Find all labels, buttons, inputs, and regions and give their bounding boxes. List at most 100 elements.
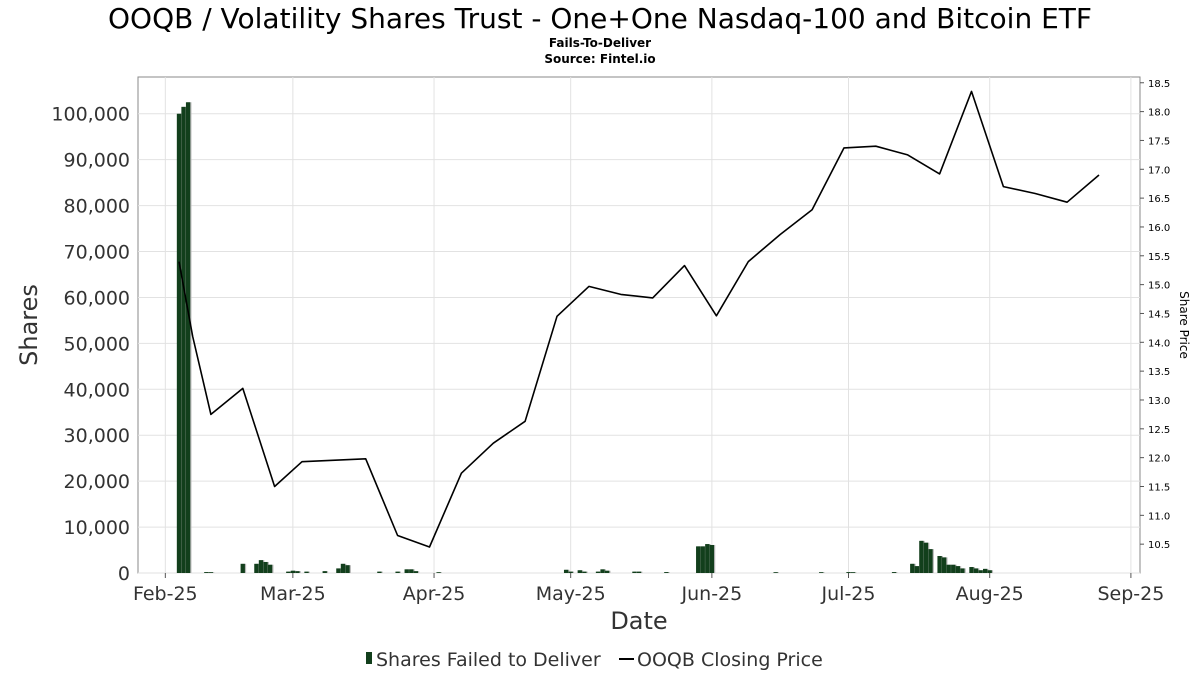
ftd-bar: [290, 570, 296, 573]
legend-label-price: OOQB Closing Price: [637, 649, 823, 671]
ftd-bar: [700, 546, 705, 573]
y2-tick-label: 18.5: [1148, 79, 1170, 90]
ftd-bar: [846, 572, 851, 573]
y2-tick-label: 14.0: [1148, 338, 1170, 349]
ftd-bar: [600, 569, 605, 573]
ftd-bar: [705, 544, 710, 573]
ftd-bar: [987, 570, 992, 573]
ftd-bar: [632, 571, 637, 573]
ftd-bar: [208, 572, 214, 573]
ftd-bar: [910, 563, 915, 573]
ftd-bar: [404, 569, 409, 573]
ftd-bar: [286, 571, 291, 573]
x-tick-label: Apr-25: [403, 583, 466, 605]
ftd-bar: [978, 570, 983, 573]
x-tick-label: Mar-25: [260, 583, 326, 605]
ftd-bars: [176, 102, 994, 574]
y-tick-label: 90,000: [64, 150, 130, 172]
x-tick-label: Jul-25: [821, 583, 876, 605]
y-tick-label: 80,000: [64, 196, 130, 218]
ftd-bar: [928, 549, 933, 573]
y2-axis-label: Share Price: [1177, 291, 1191, 359]
y-tick-label: 10,000: [64, 517, 130, 539]
ftd-bar: [891, 572, 897, 573]
ftd-bar: [955, 566, 960, 573]
y-tick-label: 60,000: [64, 287, 130, 309]
y2-tick-label: 16.5: [1148, 194, 1170, 205]
ftd-bar: [568, 571, 573, 573]
ftd-bar: [258, 560, 264, 573]
y-tick-label: 0: [118, 563, 130, 585]
ftd-bar: [577, 570, 582, 573]
ftd-bar: [377, 571, 382, 573]
y2-tick-label: 15.5: [1148, 252, 1170, 263]
y-tick-label: 20,000: [64, 471, 130, 493]
ftd-bar: [973, 568, 979, 573]
y2-tick-label: 18.0: [1148, 108, 1170, 119]
x-axis-ticks: Feb-25 Mar-25 Apr-25 May-25 Jun-25 Jul-25 Aug-…: [133, 573, 1164, 605]
ftd-bar: [582, 571, 587, 573]
ftd-bar: [960, 568, 965, 573]
ftd-bar: [664, 572, 669, 573]
ftd-bar: [304, 571, 309, 573]
y2-tick-label: 11.0: [1148, 511, 1170, 522]
y-axis-ticks: 0 10,000 20,000 30,000 40,000 50,000 60,000 70,…: [51, 104, 130, 585]
y2-tick-label: 12.0: [1148, 454, 1170, 465]
x-tick-label: May-25: [536, 583, 606, 605]
x-tick-label: Feb-25: [133, 583, 198, 605]
x-tick-label: Aug-25: [956, 583, 1024, 605]
y2-tick-label: 11.5: [1148, 482, 1170, 493]
y2-axis-ticks: 10.5 11.0 11.5 12.0 12.5 13.0 13.5 14.0 14.5 15.0…: [1140, 79, 1170, 551]
y2-tick-label: 15.0: [1148, 281, 1170, 292]
ftd-bar: [181, 106, 186, 573]
legend: Shares Failed to Deliver OOQB Closing Pr…: [366, 649, 823, 671]
ftd-bar: [595, 571, 601, 573]
y2-tick-label: 13.0: [1148, 396, 1170, 407]
x-axis-label: Date: [610, 607, 667, 635]
ftd-bar: [696, 546, 701, 573]
ftd-bar: [340, 563, 346, 573]
ftd-bar: [937, 556, 942, 573]
ftd-bar: [263, 561, 268, 573]
y-tick-label: 70,000: [64, 242, 130, 264]
ftd-bar: [636, 571, 642, 573]
ftd-bar: [395, 571, 400, 573]
chart-subtitle-line-2: Source: Fintel.io: [544, 52, 655, 66]
x-tick-label: Sep-25: [1097, 583, 1164, 605]
ftd-bar: [914, 566, 919, 573]
y2-tick-label: 13.5: [1148, 367, 1170, 378]
closing-price-line: [178, 90, 1100, 548]
ftd-bar: [240, 563, 245, 573]
ftd-bar: [295, 571, 300, 573]
chart-subtitle-line-1: Fails-To-Deliver: [549, 36, 651, 50]
ftd-bar: [409, 569, 414, 573]
ftd-bar: [413, 571, 418, 573]
y2-tick-label: 12.5: [1148, 425, 1170, 436]
ftd-bar: [819, 572, 824, 573]
ftd-bar: [185, 102, 191, 573]
y-tick-label: 100,000: [51, 104, 130, 126]
ftd-bar: [604, 570, 610, 573]
ftd-bar: [773, 572, 778, 573]
ftd-bar: [709, 544, 715, 573]
y-tick-label: 30,000: [64, 425, 130, 447]
y2-tick-label: 14.5: [1148, 309, 1170, 320]
y-axis-label: Shares: [15, 284, 43, 366]
legend-bar-swatch: [366, 652, 372, 664]
x-tick-label: Jun-25: [681, 583, 743, 605]
ftd-bar: [176, 113, 182, 574]
ftd-bar: [436, 572, 441, 573]
ftd-bar: [322, 571, 327, 573]
ftd-bar: [336, 568, 341, 573]
y-tick-label: 40,000: [64, 379, 130, 401]
ftd-bar: [850, 572, 856, 573]
y2-tick-label: 17.0: [1148, 165, 1170, 176]
legend-label-ftd: Shares Failed to Deliver: [376, 649, 601, 671]
chart-title: OOQB / Volatility Shares Trust - One+One…: [108, 2, 1092, 35]
ftd-bar: [951, 564, 956, 573]
ftd-bar: [941, 557, 947, 573]
ftd-bar: [267, 564, 273, 573]
ftd-bar: [254, 563, 259, 573]
ftd-bar: [969, 567, 974, 573]
